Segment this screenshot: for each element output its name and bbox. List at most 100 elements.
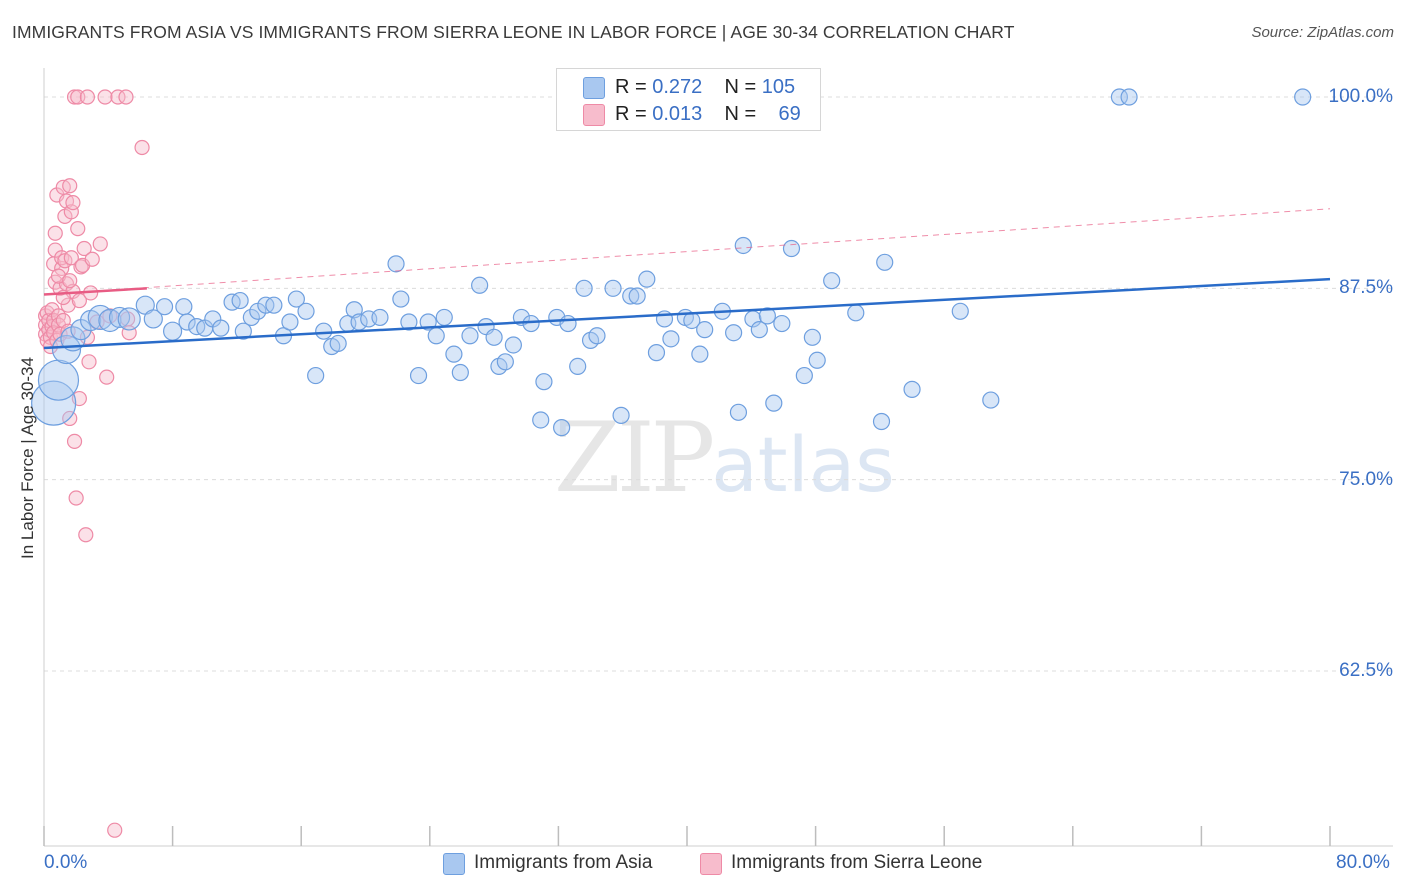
- asia-point-46: [435, 308, 453, 327]
- sierra-point-31: [60, 297, 76, 313]
- legend-asia-n-value: 105: [761, 76, 796, 98]
- asia-point-11: [143, 309, 163, 329]
- bottom-legend-swatch-sierra: [700, 853, 722, 875]
- sierra-point-53: [84, 251, 100, 267]
- asia-point-97: [951, 302, 969, 320]
- asia-point-41: [392, 290, 410, 308]
- asia-point-63: [569, 357, 587, 375]
- asia-point-43: [409, 366, 428, 385]
- chart-title: IMMIGRANTS FROM ASIA VS IMMIGRANTS FROM …: [12, 22, 1015, 42]
- asia-point-80: [725, 324, 743, 342]
- x-tick-label-min: 0.0%: [44, 852, 88, 873]
- asia-point-52: [485, 328, 503, 346]
- asia-point-26: [265, 296, 283, 314]
- legend-asia-r-value: 0.272: [652, 76, 703, 98]
- asia-point-22: [234, 322, 252, 340]
- asia-point-100: [1120, 88, 1138, 106]
- asia-point-70: [628, 287, 646, 305]
- y-tick-label-2: 87.5%: [1339, 277, 1393, 299]
- trend-lines: [43, 208, 1331, 350]
- y-axis-label: In Labor Force | Age 30-34: [18, 357, 37, 559]
- asia-point-23: [242, 308, 260, 327]
- sierra-point-67: [62, 273, 78, 289]
- sierra-point-36: [63, 250, 79, 266]
- sierra-point-35: [63, 204, 79, 220]
- asia-point-59: [532, 411, 550, 429]
- correlation-legend: R = 0.272 N = 105 R = 0.013 N = 69: [556, 68, 821, 131]
- asia-point-49: [461, 327, 479, 345]
- y-tick-label-3: 100.0%: [1328, 86, 1393, 107]
- sierra-point-60: [110, 89, 126, 105]
- legend-asia-n-label: N =: [724, 76, 762, 98]
- asia-point-6: [87, 304, 113, 331]
- sierra-point-41: [68, 490, 84, 506]
- asia-point-98: [982, 391, 1000, 409]
- asia-point-19: [212, 319, 230, 337]
- asia-point-71: [638, 270, 656, 288]
- legend-swatch-sierra: [583, 104, 605, 126]
- asia-point-84: [750, 321, 768, 339]
- asia-point-55: [504, 336, 522, 354]
- asia-point-93: [847, 304, 865, 322]
- bottom-legend-swatch-asia: [443, 853, 465, 875]
- asia-point-42: [400, 313, 418, 331]
- asia-point-86: [765, 394, 783, 412]
- asia-point-101: [1294, 88, 1312, 106]
- sierra-point-48: [78, 527, 94, 543]
- watermark-zip: ZIP: [554, 402, 715, 514]
- asia-point-31: [307, 366, 325, 385]
- asia-points: [31, 88, 1312, 437]
- asia-point-61: [553, 419, 571, 437]
- sierra-trend-line: [43, 287, 147, 296]
- asia-point-12: [155, 298, 174, 316]
- sierra-point-16: [47, 225, 63, 241]
- asia-point-99: [1110, 88, 1129, 106]
- asia-point-68: [612, 406, 630, 424]
- asia-point-88: [782, 239, 801, 258]
- sierra-point-50: [79, 89, 96, 105]
- asia-point-50: [471, 276, 489, 294]
- legend-swatch-asia: [583, 77, 605, 99]
- sierra-point-56: [97, 89, 113, 105]
- sierra-point-43: [70, 221, 86, 237]
- asia-point-64: [575, 279, 593, 297]
- legend-sierra-r-label: R =: [615, 103, 653, 125]
- asia-point-48: [451, 363, 469, 382]
- asia-point-77: [691, 345, 709, 363]
- sierra-point-61: [118, 89, 134, 105]
- sierra-point-33: [62, 178, 78, 194]
- asia-point-62: [559, 314, 577, 333]
- bottom-legend-label-sierra: Immigrants from Sierra Leone: [731, 852, 983, 873]
- asia-point-67: [604, 279, 622, 297]
- asia-trend-line: [43, 277, 1331, 350]
- y-tick-label-0: 62.5%: [1339, 660, 1393, 681]
- sierra-point-47: [76, 240, 92, 257]
- asia-point-57: [522, 314, 540, 333]
- sierra-trend-line-extended: [43, 208, 1331, 295]
- asia-point-8: [108, 306, 131, 329]
- asia-point-54: [496, 353, 514, 371]
- sierra-point-23: [54, 260, 70, 277]
- asia-point-85: [758, 307, 776, 325]
- bottom-legend-label-asia: Immigrants from Asia: [474, 852, 653, 873]
- asia-point-28: [281, 313, 299, 331]
- legend-sierra-n-label: N =: [724, 103, 762, 125]
- grid-lines: [44, 96, 1393, 672]
- asia-point-87: [773, 314, 791, 333]
- sierra-point-37: [65, 195, 81, 211]
- asia-point-91: [808, 351, 826, 369]
- asia-point-66: [588, 327, 606, 345]
- x-tick-label-max: 80.0%: [1336, 852, 1390, 873]
- y-tick-label-1: 75.0%: [1339, 468, 1393, 490]
- sierra-point-55: [92, 236, 108, 252]
- legend-asia-r-label: R =: [615, 76, 653, 98]
- watermark: ZIPatlas: [554, 402, 895, 514]
- asia-point-39: [371, 308, 389, 327]
- source-attribution[interactable]: Source: ZipAtlas.com: [1251, 24, 1394, 41]
- sierra-leone-points: [38, 89, 150, 838]
- asia-point-58: [535, 373, 553, 391]
- asia-point-96: [903, 380, 921, 398]
- asia-point-13: [163, 321, 183, 341]
- sierra-point-57: [99, 369, 115, 385]
